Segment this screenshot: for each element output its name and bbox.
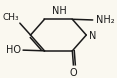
Text: N: N — [90, 31, 97, 41]
Text: CH₃: CH₃ — [2, 13, 19, 22]
Text: O: O — [70, 68, 77, 78]
Text: HO: HO — [6, 45, 21, 55]
Text: NH: NH — [52, 6, 67, 16]
Text: NH₂: NH₂ — [96, 15, 115, 25]
